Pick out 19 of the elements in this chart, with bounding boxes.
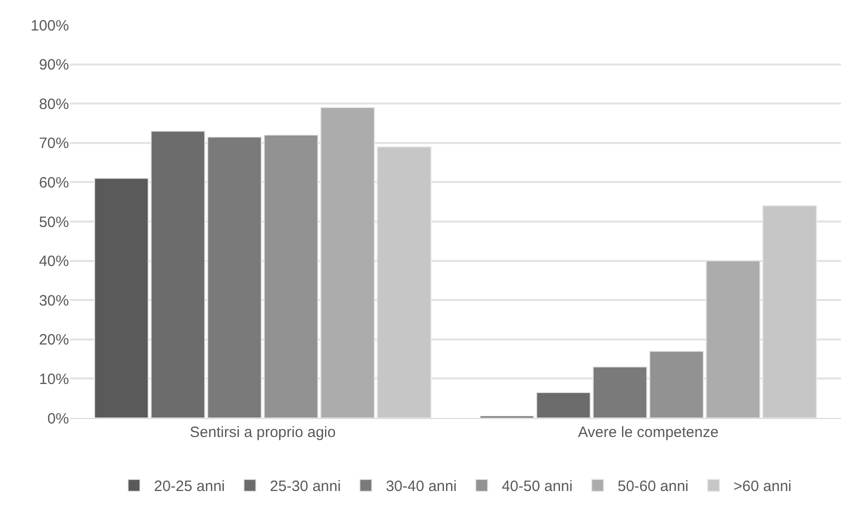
- y-tick-label: 100%: [30, 17, 69, 34]
- legend-label: >60 anni: [734, 478, 792, 496]
- legend-label: 30-40 anni: [386, 478, 457, 496]
- y-tick-label: 70%: [38, 135, 69, 152]
- x-tick-label: Sentirsi a proprio agio: [190, 424, 336, 441]
- y-tick-label: 0%: [47, 410, 69, 428]
- y-tick-label: 30%: [38, 292, 69, 310]
- legend-label: 25-30 anni: [270, 478, 341, 496]
- y-tick-label: 40%: [38, 253, 69, 270]
- y-tick-label: 60%: [38, 174, 69, 192]
- y-tick-label: 10%: [38, 370, 69, 388]
- legend-label: 40-50 anni: [502, 478, 573, 496]
- y-tick-label: 50%: [38, 214, 69, 231]
- y-tick-label: 20%: [38, 332, 69, 349]
- legend-label: 20-25 anni: [154, 478, 225, 496]
- y-tick-label: 90%: [38, 56, 69, 74]
- legend-label: 50-60 anni: [618, 478, 689, 496]
- y-tick-label: 80%: [38, 96, 69, 113]
- x-tick-label: Avere le competenze: [578, 424, 719, 441]
